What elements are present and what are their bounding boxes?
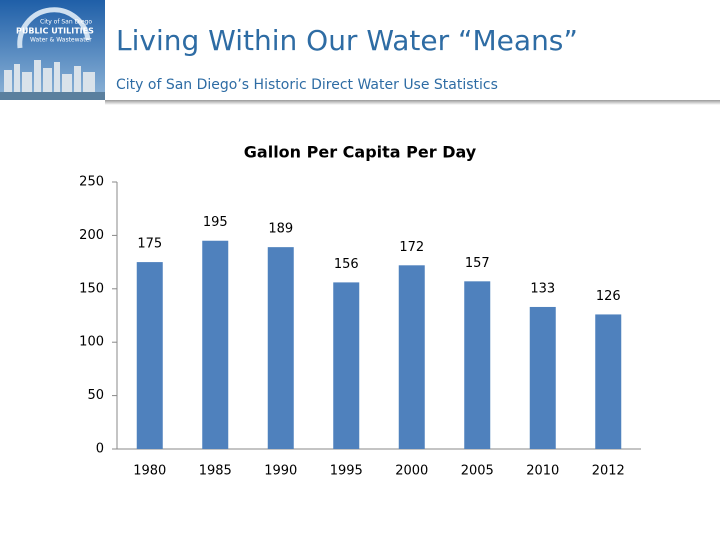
logo-text: City of San Diego xyxy=(40,19,92,26)
logo: City of San Diego PUBLIC UTILITIES Water… xyxy=(0,0,105,100)
bar xyxy=(267,247,294,449)
chart-title: Gallon Per Capita Per Day xyxy=(244,143,477,162)
bar xyxy=(464,281,491,449)
x-tick-label: 1990 xyxy=(264,464,297,479)
logo-text: Water & Wastewater xyxy=(30,37,92,44)
skyline xyxy=(4,60,95,92)
x-tick-label: 1985 xyxy=(199,464,232,479)
slide-subtitle: City of San Diego’s Historic Direct Wate… xyxy=(116,77,498,93)
x-tick-label: 2005 xyxy=(461,464,494,479)
data-label: 157 xyxy=(465,256,490,271)
bar xyxy=(595,314,622,449)
y-tick-label: 150 xyxy=(79,281,104,296)
y-tick-label: 0 xyxy=(96,442,104,457)
y-tick-label: 50 xyxy=(87,388,104,403)
data-label: 126 xyxy=(596,289,621,304)
data-label: 172 xyxy=(399,240,424,255)
bar xyxy=(136,262,163,449)
data-label: 189 xyxy=(268,222,293,237)
y-tick-label: 200 xyxy=(79,228,104,243)
data-label: 133 xyxy=(530,281,555,296)
bar xyxy=(398,265,425,449)
x-tick-label: 1980 xyxy=(133,464,166,479)
bar xyxy=(202,240,229,449)
data-label: 156 xyxy=(334,257,359,272)
x-tick-label: 2000 xyxy=(395,464,428,479)
x-tick-label: 2010 xyxy=(526,464,559,479)
logo-text: PUBLIC UTILITIES xyxy=(16,27,94,36)
x-tick-label: 2012 xyxy=(592,464,625,479)
data-label: 195 xyxy=(203,215,228,230)
bar xyxy=(529,306,556,449)
logo-swoosh xyxy=(17,7,91,49)
data-label: 175 xyxy=(137,237,162,252)
bar xyxy=(333,282,360,449)
y-tick-label: 100 xyxy=(79,335,104,350)
slide-title: Living Within Our Water “Means” xyxy=(116,24,578,57)
x-tick-label: 1995 xyxy=(330,464,363,479)
y-tick-label: 250 xyxy=(79,175,104,190)
header-shadow xyxy=(105,100,720,105)
